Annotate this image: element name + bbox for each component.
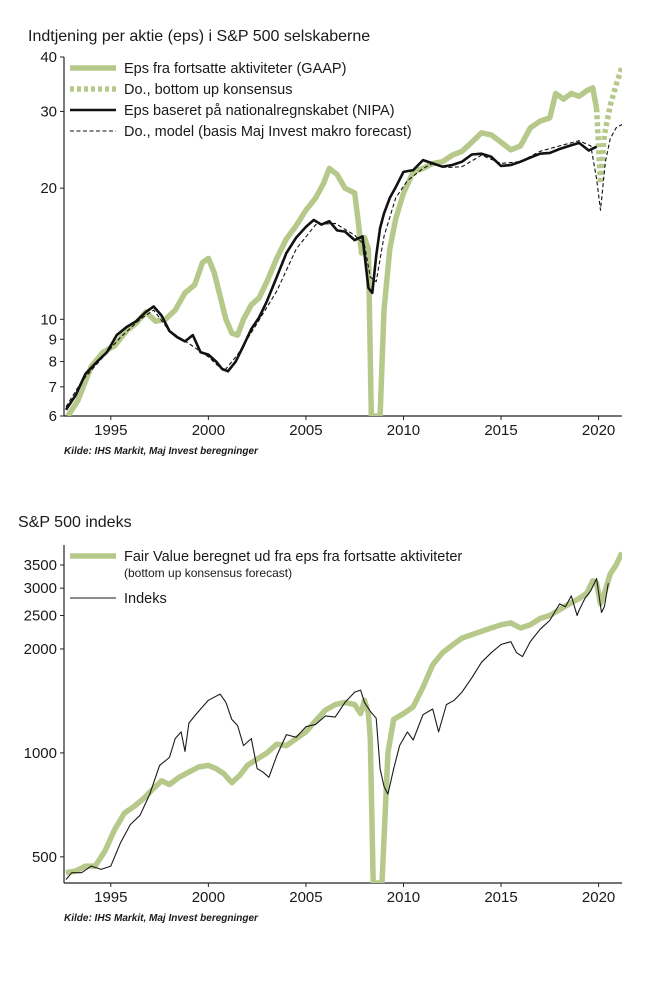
y-tick-label: 8 [49,354,57,371]
x-tick-label: 2015 [484,889,517,906]
x-tick-label: 2010 [387,422,420,439]
x-tick-label: 2000 [192,889,225,906]
y-tick-label: 1000 [24,745,57,762]
legend-label-2: Eps baseret på nationalregnskabet (NIPA) [124,103,395,119]
y-tick-label: 3500 [24,557,57,574]
x-tick-label: 2005 [289,889,322,906]
y-tick-label: 9 [49,331,57,348]
eps-chart-title: Indtjening per aktie (eps) i S&P 500 sel… [28,28,370,45]
x-tick-label: 1995 [94,889,127,906]
series-line-2 [64,141,598,411]
y-tick-label: 10 [40,311,57,328]
x-tick-label: 2000 [192,422,225,439]
eps-chart: Indtjening per aktie (eps) i S&P 500 sel… [28,28,622,457]
y-tick-label: 3000 [24,580,57,597]
series-line-1 [593,65,622,187]
series-line-3 [65,124,622,408]
legend-sublabel-0: (bottom up konsensus forecast) [124,566,292,580]
legend-label-1: Indeks [124,591,167,607]
legend-label-3: Do., model (basis Maj Invest makro forec… [124,124,412,140]
y-tick-label: 30 [40,103,57,120]
y-tick-label: 500 [32,849,57,866]
y-tick-label: 2500 [24,607,57,624]
y-tick-label: 7 [49,379,57,396]
eps-chart-source: Kilde: IHS Markit, Maj Invest beregninge… [64,446,259,457]
x-tick-label: 2010 [387,889,420,906]
series-line-1 [65,577,609,880]
x-tick-label: 2020 [582,889,615,906]
legend-label-0: Eps fra fortsatte aktiviteter (GAAP) [124,61,346,77]
index-chart-source: Kilde: IHS Markit, Maj Invest beregninge… [64,913,259,924]
index-chart: S&P 500 indeks 500 1000 2000 2500 3000 3500 19… [18,514,622,924]
y-tick-label: 20 [40,180,57,197]
index-chart-title: S&P 500 indeks [18,514,132,531]
x-tick-label: 2015 [484,422,517,439]
x-tick-label: 2020 [582,422,615,439]
y-tick-label: 2000 [24,641,57,658]
series-line-0 [65,85,600,416]
legend-label-0: Fair Value beregnet ud fra eps fra forts… [124,549,462,565]
y-tick-label: 6 [49,408,57,425]
x-tick-label: 1995 [94,422,127,439]
y-tick-label: 40 [40,49,57,66]
x-tick-label: 2005 [289,422,322,439]
series-line-0 [65,551,622,883]
legend-label-1: Do., bottom up konsensus [124,82,292,98]
